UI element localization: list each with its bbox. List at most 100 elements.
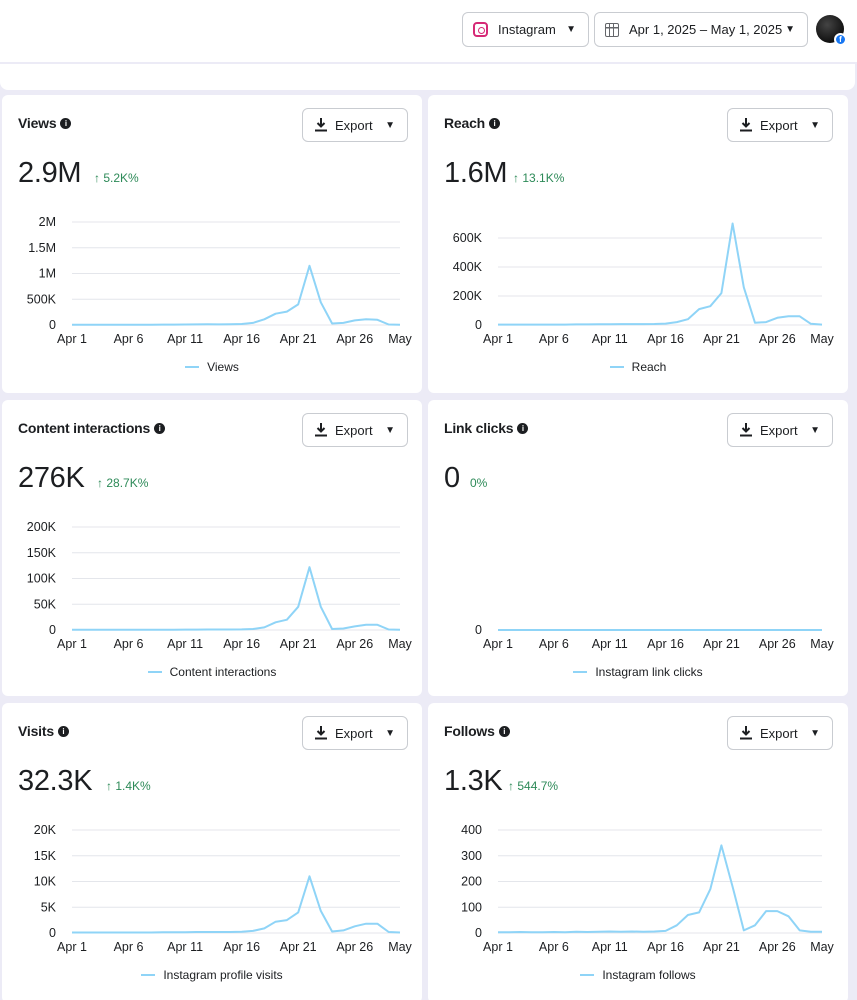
follows-legend[interactable]: Instagram follows (428, 968, 848, 982)
content-interactions-title: Content interactions i (18, 420, 166, 436)
card-title-text: Views (18, 115, 57, 131)
x-tick-label: Apr 1 (483, 637, 513, 651)
info-icon[interactable]: i (154, 422, 166, 434)
y-tick-label: 500K (27, 292, 57, 306)
chevron-down-icon: ▼ (385, 727, 395, 739)
legend-label: Instagram profile visits (163, 968, 283, 982)
x-tick-label: Apr 21 (280, 940, 317, 954)
views-legend[interactable]: Views (2, 360, 422, 374)
x-tick-label: Apr 16 (647, 940, 684, 954)
content-interactions-card: 200K 150K 100K 50K 0 Apr 1 Apr 6 Apr 11 Apr 16 Ap… (2, 400, 422, 696)
calendar-icon (605, 22, 619, 37)
card-title-text: Follows (444, 723, 495, 739)
x-tick-label: May (810, 637, 834, 651)
card-title-text: Content interactions (18, 420, 151, 436)
export-label: Export (760, 117, 798, 133)
date-range-selector[interactable]: Apr 1, 2025 – May 1, 2025 ▼ (594, 12, 808, 47)
content-interactions-change: ↑ 28.7K% (97, 476, 148, 490)
x-tick-label: Apr 16 (647, 332, 684, 346)
change-percent: 544.7% (517, 779, 559, 793)
x-tick-label: Apr 11 (592, 940, 628, 954)
y-tick-label: 50K (34, 597, 57, 611)
content-interactions-export-button[interactable]: Export ▼ (302, 413, 408, 447)
y-tick-label: 600K (453, 231, 483, 245)
y-tick-label: 15K (34, 849, 57, 863)
link-clicks-export-button[interactable]: Export ▼ (727, 413, 833, 447)
chevron-down-icon: ▼ (385, 119, 395, 131)
visits-export-button[interactable]: Export ▼ (302, 716, 408, 750)
legend-swatch (580, 974, 595, 976)
card-title-text: Link clicks (444, 420, 514, 436)
info-icon[interactable]: i (60, 117, 72, 129)
legend-swatch (185, 366, 200, 368)
export-label: Export (760, 422, 798, 438)
views-export-button[interactable]: Export ▼ (302, 108, 408, 142)
reach-export-button[interactable]: Export ▼ (727, 108, 833, 142)
download-icon (315, 118, 327, 132)
chevron-down-icon: ▼ (810, 119, 820, 131)
x-tick-label: Apr 6 (114, 332, 144, 346)
x-tick-label: Apr 26 (336, 940, 373, 954)
x-tick-label: Apr 16 (647, 637, 684, 651)
reach-change: ↑ 13.1K% (513, 171, 564, 185)
legend-label: Instagram follows (602, 968, 696, 982)
chevron-down-icon: ▼ (385, 424, 395, 436)
reach-series-line (498, 222, 823, 326)
x-tick-label: Apr 21 (703, 940, 740, 954)
views-card: 2M 1.5M 1M 500K 0 Apr 1 Apr 6 Apr 11 Apr 16 Apr 2… (2, 95, 422, 393)
follows-change: ↑ 544.7% (508, 779, 558, 793)
reach-legend[interactable]: Reach (428, 360, 848, 374)
up-arrow-icon: ↑ (94, 171, 100, 185)
legend-label: Instagram link clicks (595, 665, 703, 679)
y-tick-label: 150K (27, 546, 57, 560)
x-tick-label: Apr 11 (167, 332, 203, 346)
download-icon (315, 423, 327, 437)
x-tick-label: Apr 6 (114, 637, 144, 651)
reach-title: Reach i (444, 115, 501, 131)
info-icon[interactable]: i (517, 422, 529, 434)
y-tick-label: 0 (475, 623, 482, 637)
download-icon (740, 726, 752, 740)
visits-total-value: 32.3K (18, 765, 93, 797)
download-icon (315, 726, 327, 740)
avatar[interactable]: f (816, 15, 847, 46)
info-icon[interactable]: i (57, 725, 69, 737)
visits-series-line (72, 875, 401, 934)
x-tick-label: May (388, 332, 412, 346)
instagram-icon (473, 22, 488, 37)
x-tick-label: Apr 1 (57, 332, 87, 346)
y-tick-label: 400 (461, 823, 482, 837)
views-total-value: 2.9M (18, 157, 82, 189)
download-icon (740, 423, 752, 437)
card-title-text: Visits (18, 723, 54, 739)
y-tick-label: 1M (39, 267, 56, 281)
link-clicks-total-value: 0 (444, 462, 460, 494)
legend-label: Reach (631, 360, 667, 374)
link-clicks-change: 0% (470, 476, 487, 490)
x-tick-label: Apr 26 (759, 637, 796, 651)
content-interactions-total-value: 276K (18, 462, 85, 494)
content-interactions-legend[interactable]: Content interactions (2, 665, 422, 679)
visits-legend[interactable]: Instagram profile visits (2, 968, 422, 982)
x-tick-label: Apr 6 (539, 940, 569, 954)
y-tick-label: 0 (475, 926, 482, 940)
views-change: ↑ 5.2K% (94, 171, 139, 185)
date-range-label: Apr 1, 2025 – May 1, 2025 (629, 22, 783, 37)
y-tick-label: 2M (39, 215, 56, 229)
x-tick-label: Apr 11 (167, 637, 203, 651)
views-series-line (72, 264, 401, 326)
y-tick-label: 300 (461, 849, 482, 863)
info-icon[interactable]: i (489, 117, 501, 129)
y-tick-label: 10K (34, 875, 57, 889)
y-tick-label: 200K (453, 289, 483, 303)
platform-selector[interactable]: Instagram ▼ (462, 12, 589, 47)
top-bar: Instagram ▼ Apr 1, 2025 – May 1, 2025 ▼ … (0, 0, 857, 62)
link-clicks-legend[interactable]: Instagram link clicks (428, 665, 848, 679)
follows-export-button[interactable]: Export ▼ (727, 716, 833, 750)
legend-swatch (573, 671, 588, 673)
info-icon[interactable]: i (498, 725, 510, 737)
change-percent: 13.1K% (522, 171, 565, 185)
